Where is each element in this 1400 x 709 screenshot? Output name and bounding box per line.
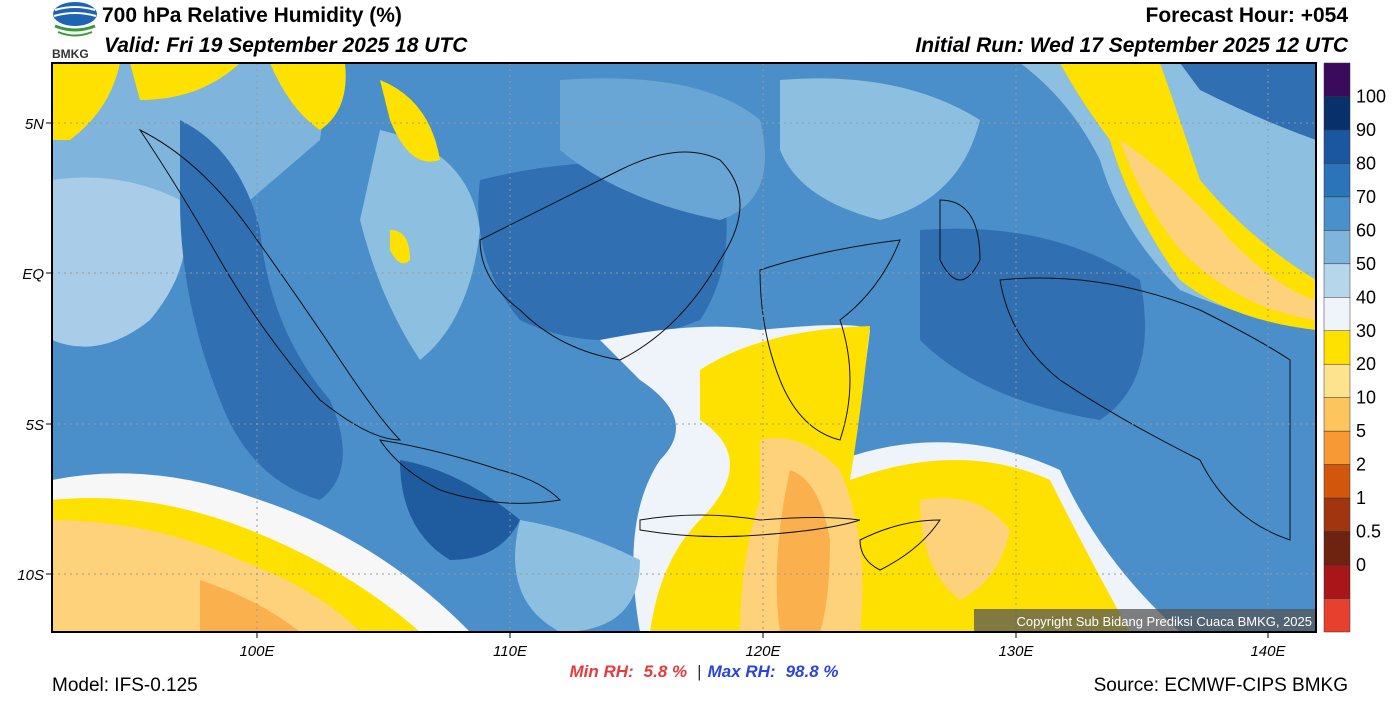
colorbar-label: 1 [1356,488,1366,508]
max-value: 98.8 % [786,662,839,681]
colorbar-box [1323,598,1351,633]
colorbar-box [1323,330,1351,365]
lat-label: EQ [22,266,44,283]
valid-time: Valid: Fri 19 September 2025 18 UTC [104,34,468,57]
colorbar-box [1323,564,1351,599]
colorbar: 100 90 80 70 60 50 40 30 20 10 5 2 1 0.5 0 [1323,62,1386,633]
colorbar-label: 0 [1356,555,1366,575]
colorbar-label: 50 [1356,254,1376,274]
colorbar-box [1323,129,1351,164]
colorbar-box [1323,363,1351,398]
separator: | [697,662,701,681]
min-max: Min RH: 5.8 % | Max RH: 98.8 % [569,662,838,681]
colorbar-label: 60 [1356,220,1376,240]
logo-text: BMKG [52,47,89,61]
colorbar-box [1323,297,1351,332]
colorbar-box [1323,62,1351,97]
axis-labels: 5N EQ 5S 10S 100E 110E 120E 130E 140E [17,116,1286,660]
colorbar-label: 20 [1356,354,1376,374]
colorbar-label: 30 [1356,321,1376,341]
logo: BMKG [52,2,97,61]
min-label: Min RH: [569,662,633,681]
colorbar-label: 40 [1356,287,1376,307]
colorbar-box [1323,96,1351,131]
lon-label: 120E [745,643,781,660]
min-value: 5.8 % [644,662,687,681]
colorbar-label: 2 [1356,455,1366,475]
colorbar-label: 0.5 [1356,522,1381,542]
colorbar-box [1323,531,1351,566]
source: Source: ECMWF-CIPS BMKG [1094,675,1348,696]
colorbar-box [1323,497,1351,532]
map-frame [51,62,1317,633]
lon-label: 110E [493,643,528,660]
lon-label: 100E [239,643,275,660]
model: Model: IFS-0.125 [52,675,198,696]
colorbar-box [1323,163,1351,198]
colorbar-label: 80 [1356,153,1376,173]
colorbar-box [1323,230,1351,265]
humidity-field [52,63,1316,632]
forecast-hour: Forecast Hour: +054 [1146,4,1349,27]
colorbar-box [1323,430,1351,465]
copyright: Copyright Sub Bidang Prediksi Cuaca BMKG… [1016,614,1312,629]
colorbar-label: 10 [1356,388,1376,408]
initial-run: Initial Run: Wed 17 September 2025 12 UT… [915,34,1348,57]
lat-label: 5S [26,417,44,434]
colorbar-box [1323,464,1351,499]
lon-label: 130E [998,643,1034,660]
lat-label: 5N [25,116,44,133]
colorbar-box [1323,263,1351,298]
max-label: Max RH: [708,662,776,681]
colorbar-label: 100 [1356,86,1386,106]
lon-label: 140E [1250,643,1286,660]
colorbar-box [1323,397,1351,432]
colorbar-box [1323,196,1351,231]
title: 700 hPa Relative Humidity (%) [102,4,402,27]
colorbar-label: 70 [1356,187,1376,207]
colorbar-label: 90 [1356,120,1376,140]
graticule [52,63,1316,632]
lat-label: 10S [17,567,44,584]
colorbar-label: 5 [1356,421,1366,441]
